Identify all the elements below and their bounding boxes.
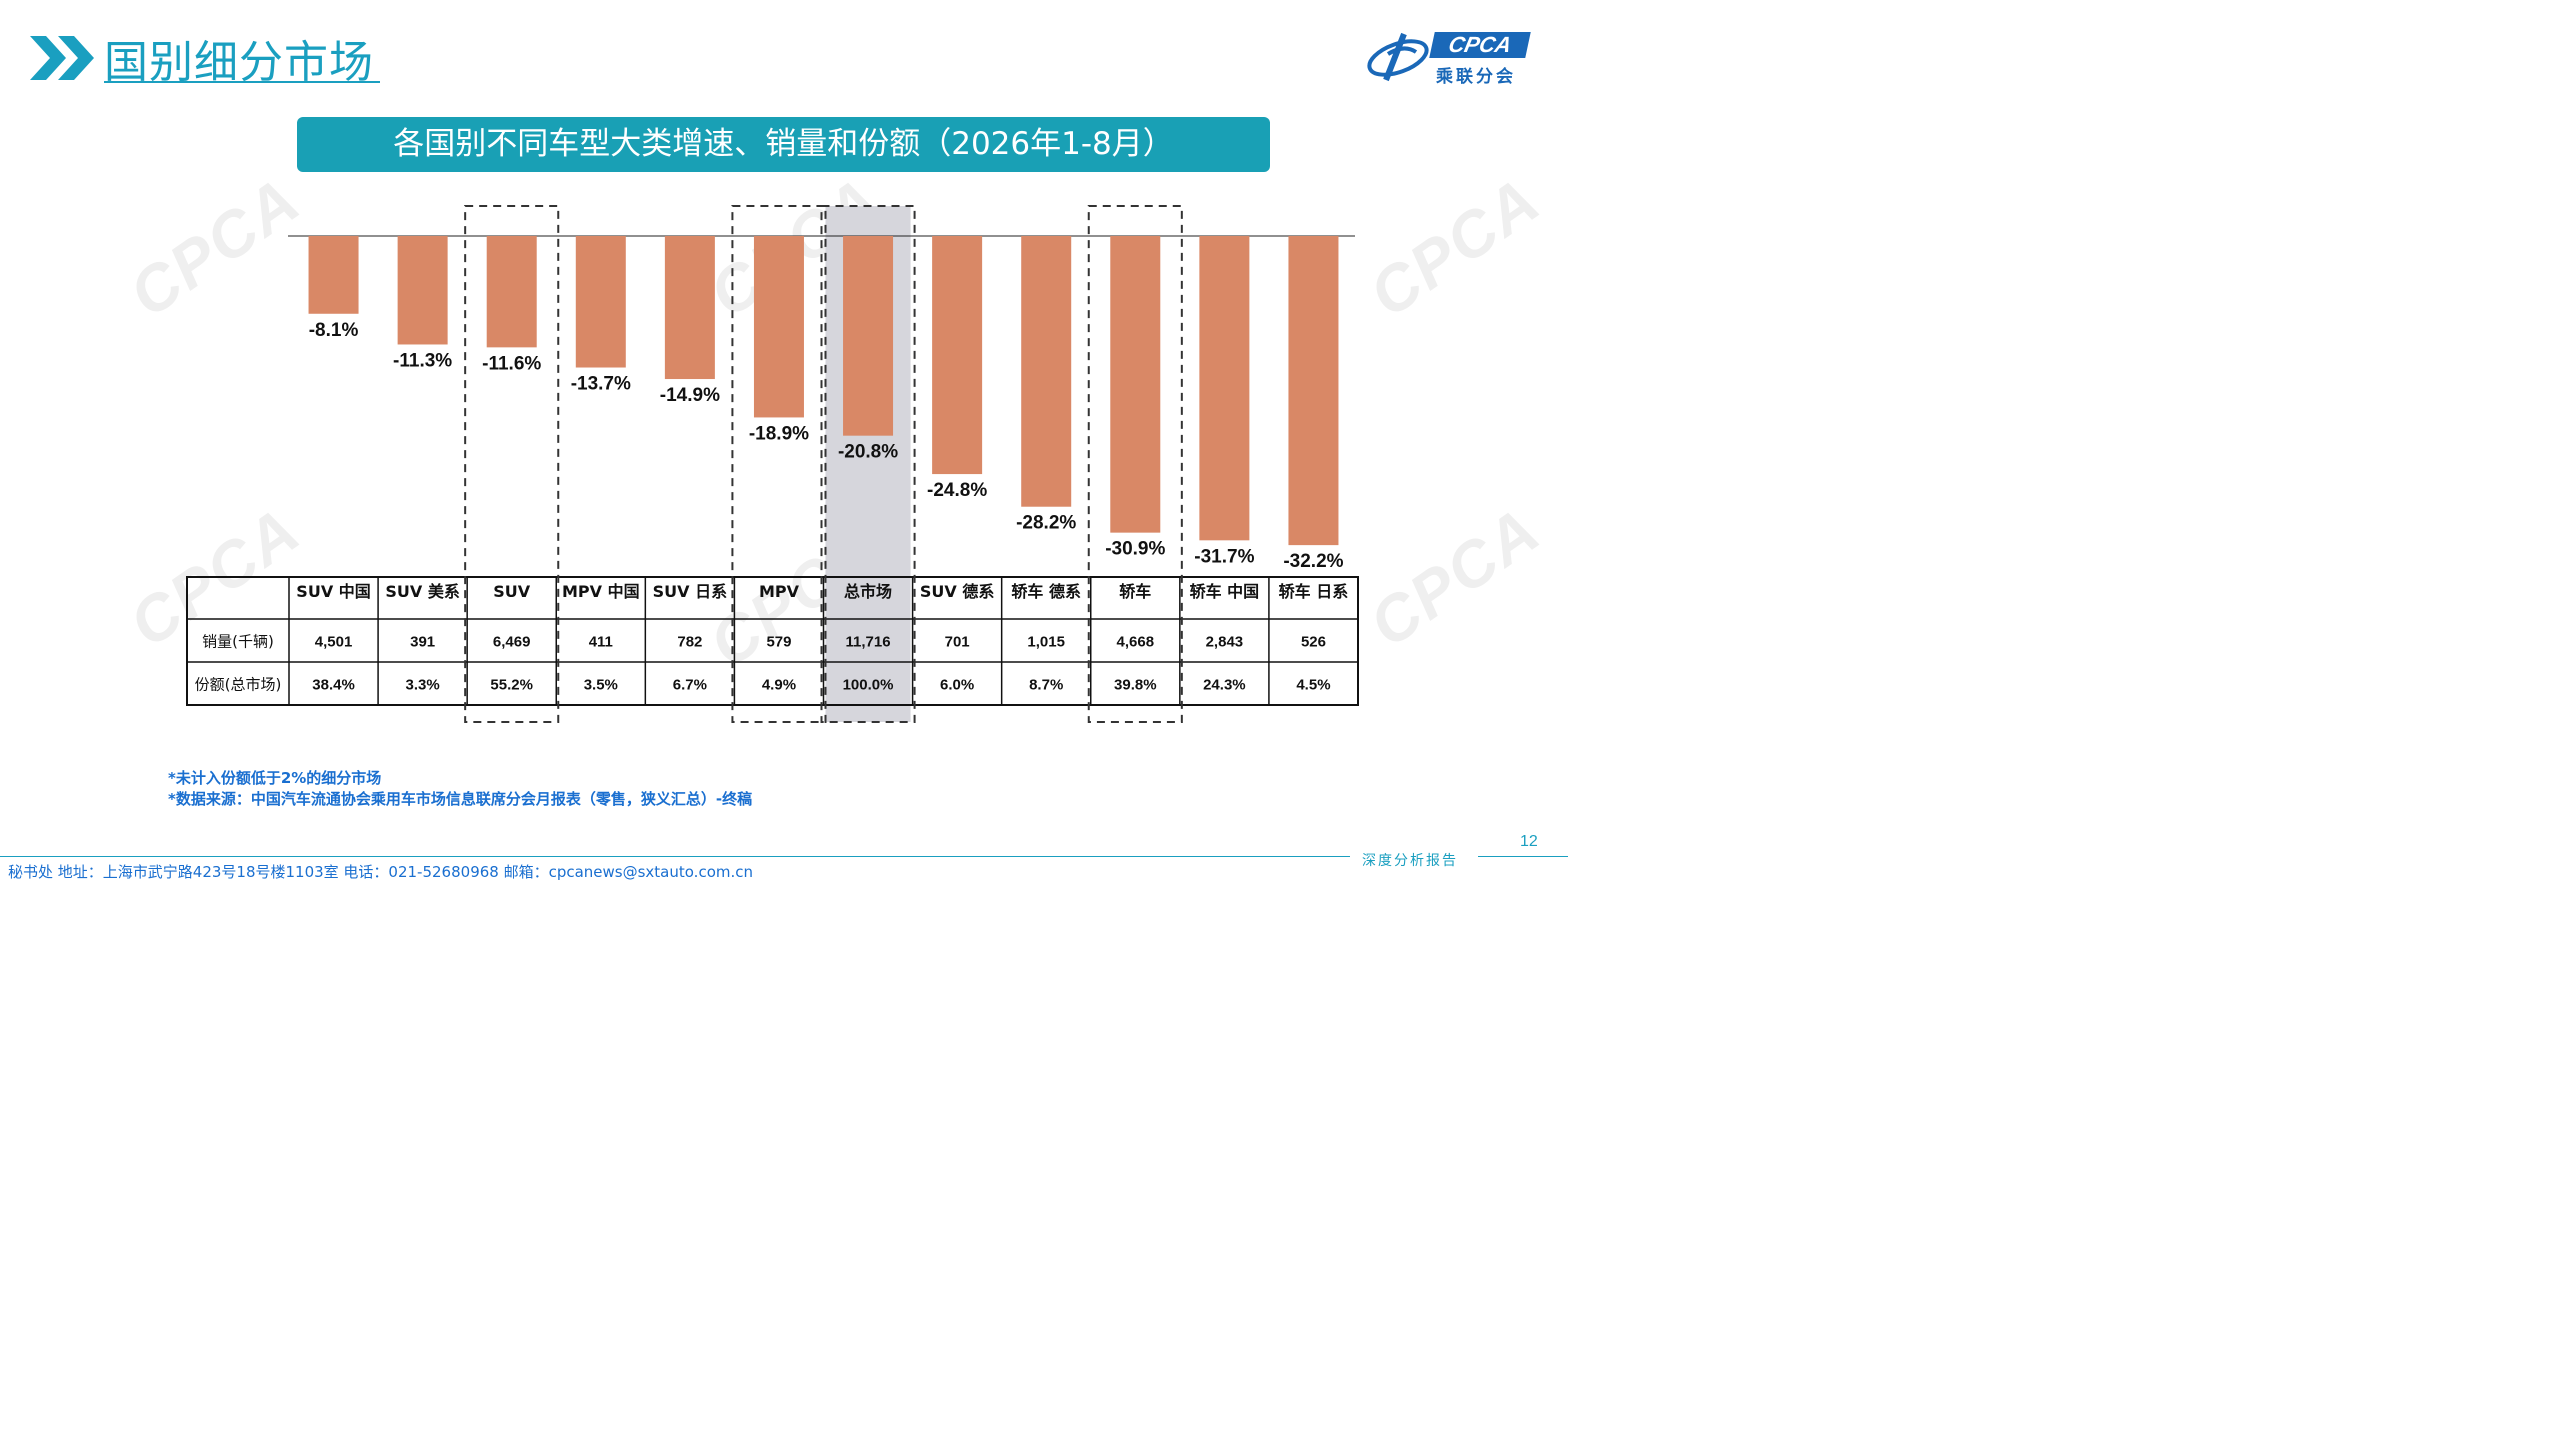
logo-emblem-icon: [1367, 32, 1429, 82]
table-cell: 3.5%: [584, 677, 618, 694]
table-cell: 24.3%: [1203, 677, 1246, 694]
category-header: 轿车 日系: [1279, 582, 1349, 601]
logo-subtext: 乘联分会: [1436, 67, 1516, 87]
table-cell: 526: [1301, 634, 1326, 651]
category-header: MPV 中国: [562, 582, 640, 601]
dashed-highlight-box: [1087, 205, 1183, 723]
dashed-highlight-box: [820, 205, 916, 723]
category-header: MPV: [759, 582, 800, 601]
title-underline: [104, 81, 380, 83]
table-cell: 39.8%: [1114, 677, 1157, 694]
chart-banner-title: 各国别不同车型大类增速、销量和份额（2026年1-8月）: [297, 117, 1270, 172]
table-cell: 579: [766, 634, 791, 651]
bar: [397, 236, 448, 345]
category-header: SUV 德系: [920, 582, 994, 601]
bar: [932, 236, 983, 475]
bar-value-label: -30.9%: [1105, 539, 1165, 560]
footnote: *数据来源：中国汽车流通协会乘用车市场信息联席分会月报表（零售，狭义汇总）-终稿: [168, 790, 753, 808]
footnotes: *未计入份额低于2%的细分市场 *数据来源：中国汽车流通协会乘用车市场信息联席分…: [168, 768, 752, 810]
table-cell: 701: [945, 634, 970, 651]
table-cell: 8.7%: [1029, 677, 1063, 694]
footer-divider: [1478, 856, 1568, 857]
bar-value-label: -14.9%: [660, 385, 720, 406]
bar-value-label: -31.7%: [1194, 546, 1254, 567]
category-header: SUV 中国: [296, 582, 370, 601]
category-header: SUV 日系: [653, 582, 727, 601]
bar: [1199, 236, 1250, 541]
row-label: 销量(千辆): [202, 633, 274, 651]
table-cell: 4.9%: [762, 677, 796, 694]
footnote: *未计入份额低于2%的细分市场: [168, 769, 382, 787]
bar-value-label: -8.1%: [309, 320, 359, 341]
table-cell: 6.7%: [673, 677, 707, 694]
bar-value-label: -28.2%: [1016, 513, 1076, 534]
bar-value-label: -20.8%: [838, 442, 898, 463]
category-header: SUV 美系: [385, 582, 459, 601]
bar-value-label: -24.8%: [927, 480, 987, 501]
bar-chart: -8.1% -11.3% -11.6% -13.7% -14.9% -18.9% -20.8…: [186, 205, 1359, 723]
bar-value-label: -18.9%: [749, 423, 809, 444]
bar: [753, 236, 804, 418]
footer-divider: [0, 856, 1350, 857]
bar: [1021, 236, 1072, 507]
bar-value-label: -11.3%: [393, 350, 452, 371]
table-cell: 2,843: [1206, 634, 1244, 651]
footer-contact: 秘书处 地址：上海市武宁路423号18号楼1103室 电话：021-526809…: [8, 863, 754, 881]
table-cell: 6.0%: [940, 677, 974, 694]
category-header: 轿车 中国: [1190, 582, 1260, 601]
table-cell: 55.2%: [490, 677, 533, 694]
bar-value-label: -11.6%: [482, 353, 541, 374]
bar-value-label: -13.7%: [571, 374, 631, 395]
table-cell: 4.5%: [1296, 677, 1330, 694]
page-number: 12: [1520, 833, 1538, 850]
table-cell: 11,716: [846, 634, 891, 651]
bar: [308, 236, 359, 314]
table-cell: 782: [677, 634, 702, 651]
category-header: SUV: [493, 582, 531, 601]
table-cell: 411: [589, 634, 613, 651]
category-header: 总市场: [844, 582, 892, 601]
table-cell: 38.4%: [312, 677, 355, 694]
table-cell: 391: [410, 634, 435, 651]
bar: [1110, 236, 1161, 533]
table-cell: 3.3%: [406, 677, 440, 694]
table-cell: 4,501: [315, 634, 353, 651]
category-header: 轿车 德系: [1011, 582, 1081, 601]
table-cell: 100.0%: [843, 677, 894, 694]
bar: [843, 236, 894, 436]
dashed-highlight-box: [464, 205, 560, 723]
category-header: 轿车: [1119, 582, 1151, 601]
bar: [1288, 236, 1339, 546]
table-cell: 4,668: [1117, 634, 1155, 651]
table-cell: 1,015: [1027, 634, 1065, 651]
page-title: 国别细分市场: [104, 37, 374, 88]
footer-tag: 深度分析报告: [1362, 853, 1458, 869]
bar-value-label: -32.2%: [1283, 551, 1343, 572]
dashed-highlight-box: [731, 205, 827, 723]
bar: [486, 236, 537, 348]
double-chevron-icon: [30, 36, 94, 80]
row-label: 份额(总市场): [195, 676, 282, 694]
cpca-logo: CPCA 乘联分会: [1364, 28, 1544, 88]
table-border: [186, 576, 1359, 706]
table-cell: 6,469: [493, 634, 531, 651]
bar: [575, 236, 626, 368]
bar: [664, 236, 715, 380]
